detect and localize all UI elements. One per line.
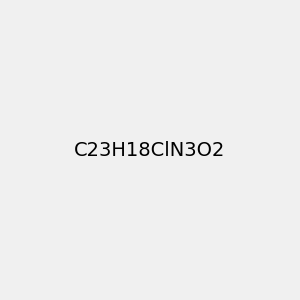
Text: C23H18ClN3O2: C23H18ClN3O2: [74, 140, 226, 160]
